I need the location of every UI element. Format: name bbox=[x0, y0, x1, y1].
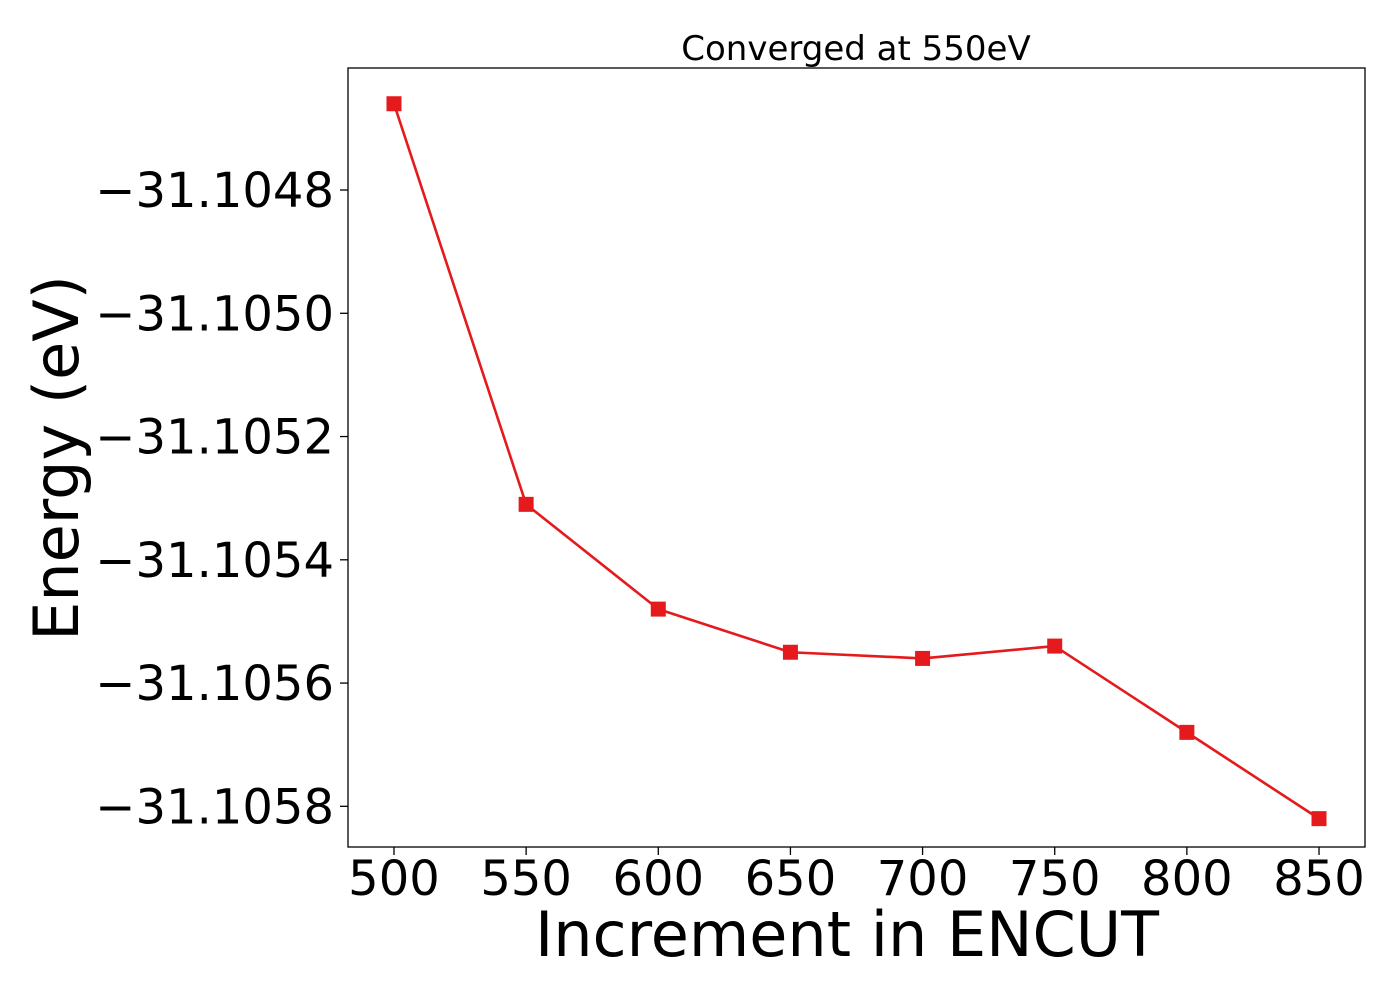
x-tick-label: 650 bbox=[745, 851, 837, 907]
x-tick-label: 600 bbox=[612, 851, 704, 907]
data-point-marker bbox=[915, 650, 931, 666]
y-tick-label: −31.1052 bbox=[95, 410, 334, 466]
data-point-marker bbox=[1179, 724, 1195, 740]
x-tick-label: 550 bbox=[480, 851, 572, 907]
x-tick-label: 700 bbox=[877, 851, 969, 907]
data-point-marker bbox=[518, 496, 534, 512]
plot-area: 500 550 600 650 700 750 800 850 −31.1048 −31.1050… bbox=[95, 96, 1365, 907]
y-axis-label: Energy (eV) bbox=[20, 275, 93, 641]
data-point-marker bbox=[782, 644, 798, 660]
y-tick-label: −31.1048 bbox=[95, 163, 334, 219]
data-point-marker bbox=[386, 96, 402, 112]
data-point-marker bbox=[650, 601, 666, 617]
x-axis-label: Increment in ENCUT bbox=[535, 898, 1160, 971]
x-tick-label: 500 bbox=[348, 851, 440, 907]
y-tick-label: −31.1054 bbox=[95, 533, 334, 589]
series-line bbox=[392, 103, 1320, 820]
chart-title: Converged at 550eV bbox=[681, 29, 1030, 69]
x-tick-label: 800 bbox=[1141, 851, 1233, 907]
x-tick-label: 850 bbox=[1273, 851, 1365, 907]
y-tick-label: −31.1058 bbox=[95, 779, 334, 835]
y-tick-label: −31.1056 bbox=[95, 656, 334, 712]
data-point-marker bbox=[1047, 638, 1063, 654]
y-tick-label: −31.1050 bbox=[95, 286, 334, 342]
x-tick-label: 750 bbox=[1009, 851, 1101, 907]
data-point-marker bbox=[1311, 811, 1327, 827]
plot-frame bbox=[347, 67, 1366, 848]
